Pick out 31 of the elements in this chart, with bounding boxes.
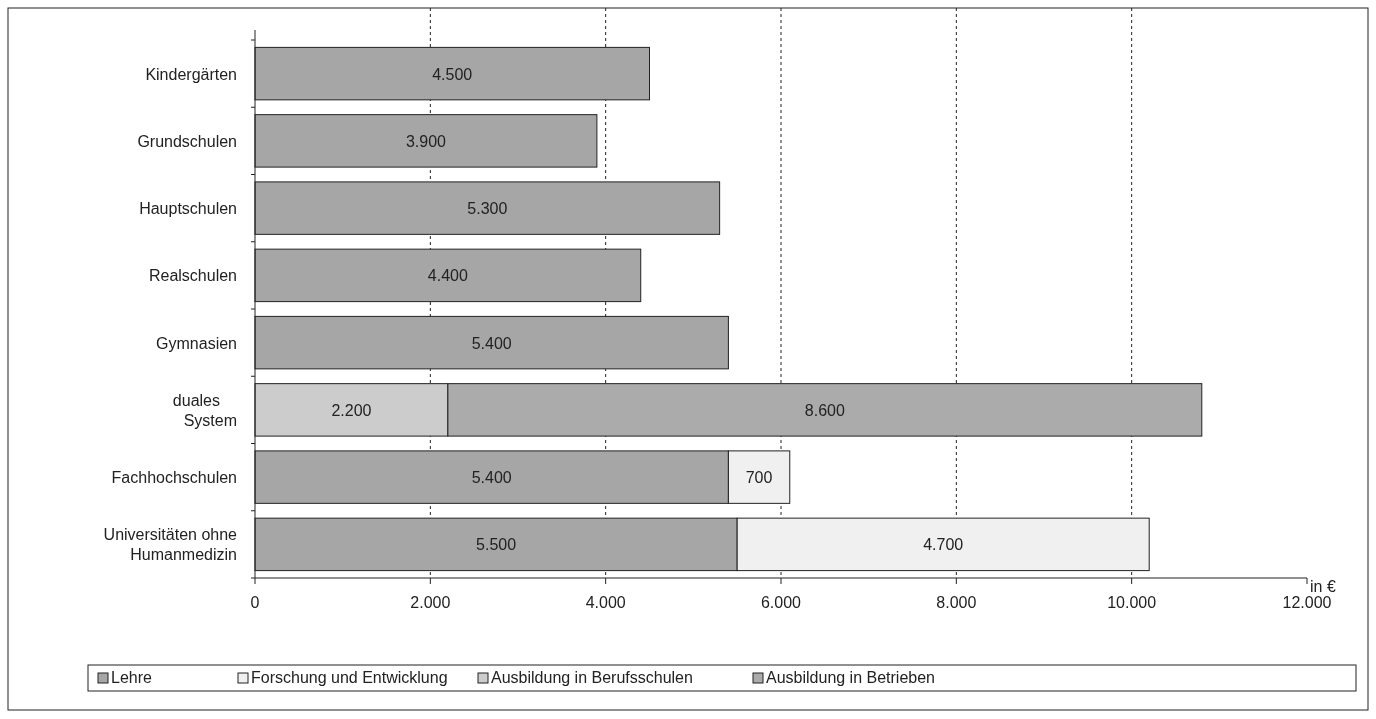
x-tick-label: 6.000 bbox=[760, 594, 802, 611]
data-label: 5.300 bbox=[467, 200, 508, 218]
legend-label: Lehre bbox=[111, 669, 153, 686]
x-tick-label: 0 bbox=[250, 594, 260, 611]
data-label: 4.400 bbox=[427, 267, 468, 285]
x-tick-label: 10.000 bbox=[1107, 594, 1157, 611]
data-label: 8.600 bbox=[804, 401, 845, 419]
y-tick-label: Universitäten ohne Humanmedizin bbox=[103, 526, 238, 564]
x-tick-label: 2.000 bbox=[410, 594, 451, 611]
x-tick-label: 4.000 bbox=[585, 594, 626, 611]
legend-label: Forschung und Entwicklung bbox=[251, 669, 448, 686]
y-tick-label: Hauptschulen bbox=[139, 200, 237, 218]
y-tick-label: duales System bbox=[172, 391, 237, 429]
x-tick-label: 8.000 bbox=[936, 594, 977, 611]
data-label: 3.900 bbox=[405, 132, 447, 150]
x-tick-label: 12.000 bbox=[1282, 594, 1332, 611]
y-tick-label: Fachhochschulen bbox=[111, 469, 237, 487]
y-tick-label: Grundschulen bbox=[137, 132, 237, 150]
data-label: 4.700 bbox=[923, 536, 964, 554]
legend-label: Ausbildung in Berufsschulen bbox=[491, 669, 693, 686]
data-label: 4.500 bbox=[432, 65, 473, 83]
data-label: 5.500 bbox=[476, 536, 517, 554]
data-label: 2.200 bbox=[331, 401, 372, 419]
x-axis-title: in € bbox=[1310, 578, 1336, 595]
legend-label: Ausbildung in Betrieben bbox=[766, 669, 936, 686]
y-tick-label: Gymnasien bbox=[156, 334, 237, 352]
data-label: 5.400 bbox=[471, 334, 512, 352]
y-tick-label: Realschulen bbox=[148, 267, 237, 285]
y-tick-label: Kindergärten bbox=[145, 65, 237, 83]
data-label: 700 bbox=[745, 469, 773, 487]
data-label: 5.400 bbox=[471, 469, 512, 487]
